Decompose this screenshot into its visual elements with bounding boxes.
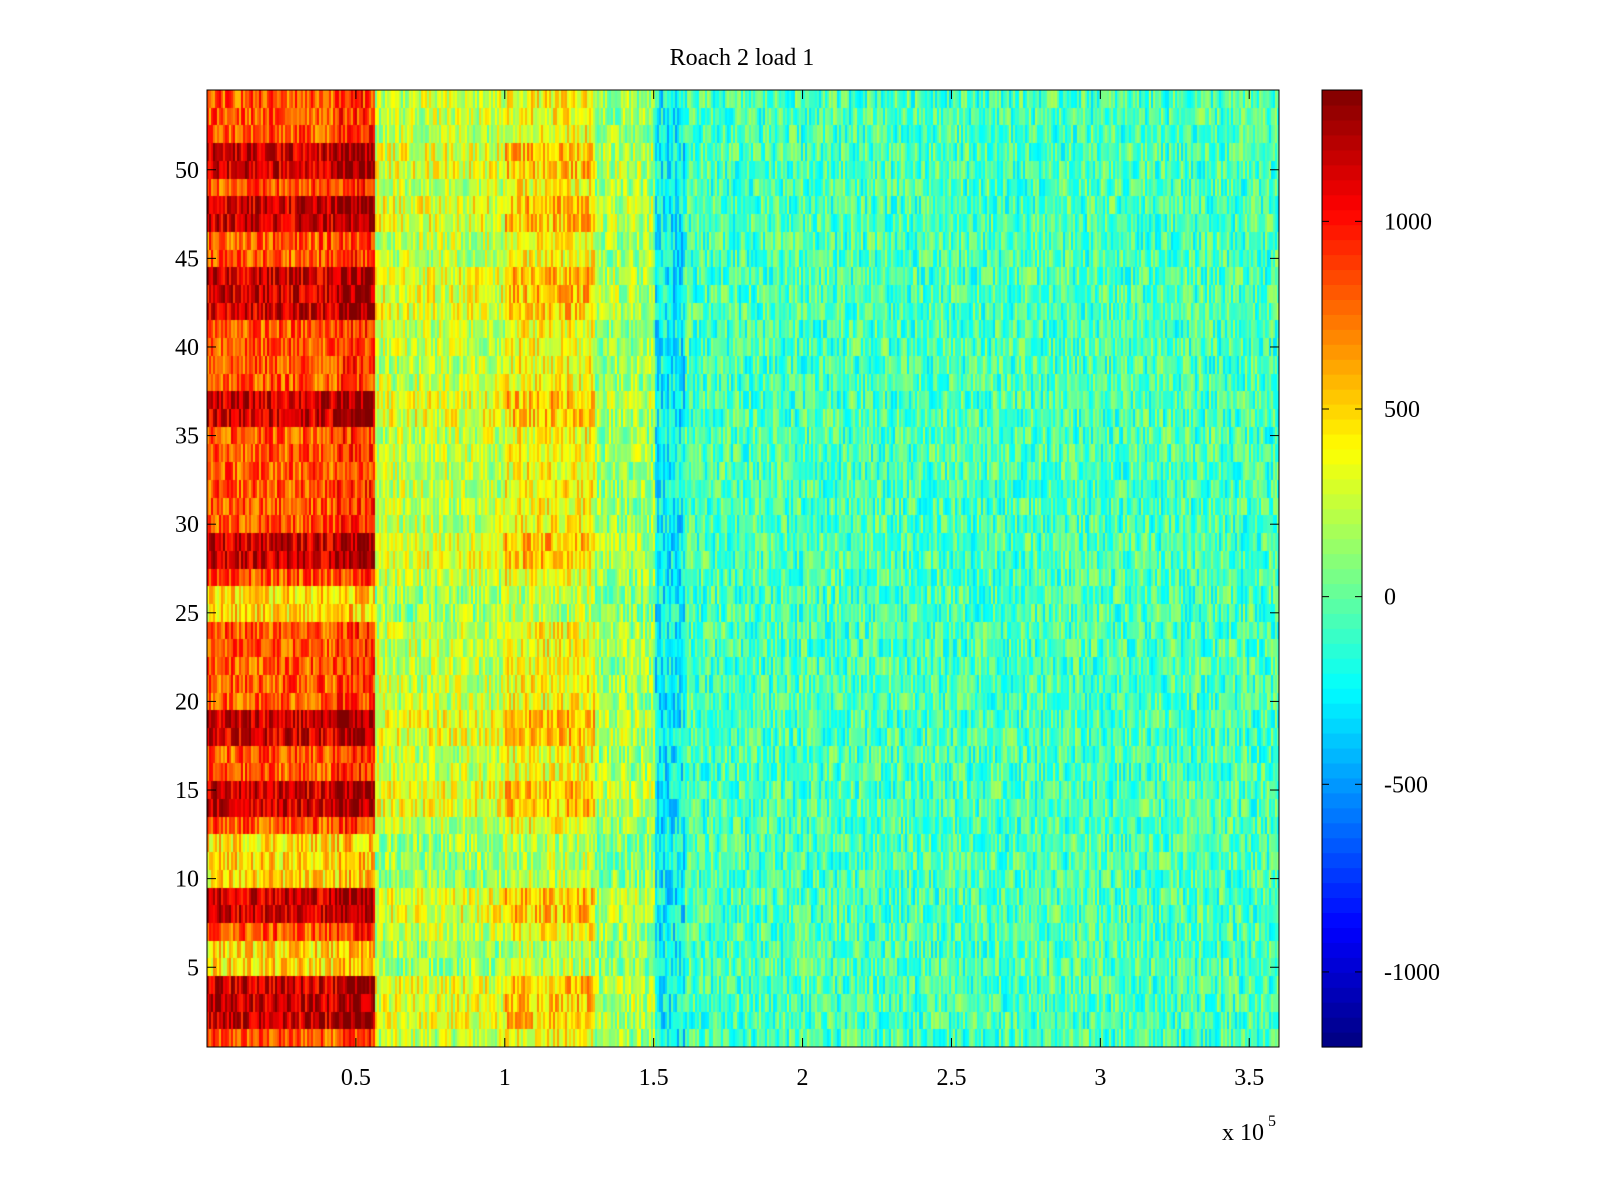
x-exponent-label: x 10 bbox=[1222, 1120, 1264, 1146]
colorbar-step bbox=[1322, 927, 1362, 943]
x-tick-label: 3.5 bbox=[1234, 1065, 1264, 1091]
colorbar-step bbox=[1322, 284, 1362, 300]
y-tick-label: 5 bbox=[187, 955, 199, 981]
colorbar-step bbox=[1322, 254, 1362, 271]
colorbar-step bbox=[1322, 613, 1362, 629]
colorbar-step bbox=[1322, 658, 1362, 674]
colorbar-tick-label: 0 bbox=[1384, 585, 1396, 611]
colorbar: -1000 -500 0 500 1000 bbox=[1322, 90, 1440, 1048]
colorbar-step bbox=[1322, 1032, 1362, 1048]
colorbar-step bbox=[1322, 867, 1362, 884]
x-tick-label: 1.5 bbox=[639, 1065, 669, 1091]
heatmap-plot-area bbox=[207, 90, 1279, 1047]
colorbar-step bbox=[1322, 90, 1362, 106]
colorbar-step bbox=[1322, 404, 1362, 420]
colorbar-step bbox=[1322, 718, 1362, 734]
colorbar-step bbox=[1322, 134, 1362, 151]
colorbar-step bbox=[1322, 418, 1362, 435]
colorbar-tick-label: 1000 bbox=[1384, 209, 1432, 235]
colorbar-step bbox=[1322, 882, 1362, 899]
colorbar-step bbox=[1322, 1002, 1362, 1018]
axis-ticks: 0.5 1 1.5 2 2.5 3 3.5 5 10 15 20 25 30 35 40 45 50 bbox=[175, 90, 1279, 1091]
colorbar-step bbox=[1322, 314, 1362, 330]
colorbar-step bbox=[1322, 688, 1362, 704]
colorbar-step bbox=[1322, 463, 1362, 480]
colorbar-step bbox=[1322, 269, 1362, 285]
colorbar-step bbox=[1322, 149, 1362, 166]
y-tick-label: 20 bbox=[175, 689, 199, 715]
x-tick-label: 2 bbox=[797, 1065, 809, 1091]
colorbar-step bbox=[1322, 598, 1362, 614]
colorbar-step bbox=[1322, 553, 1362, 570]
x-exponent-power: 5 bbox=[1268, 1113, 1276, 1130]
colorbar-step bbox=[1322, 389, 1362, 405]
colorbar-step bbox=[1322, 299, 1362, 315]
colorbar-step bbox=[1322, 987, 1362, 1003]
colorbar-step bbox=[1322, 912, 1362, 928]
colorbar-step bbox=[1322, 508, 1362, 525]
colorbar-step bbox=[1322, 972, 1362, 988]
colorbar-step bbox=[1322, 239, 1362, 256]
colorbar-step bbox=[1322, 852, 1362, 869]
y-tick-label: 35 bbox=[175, 424, 199, 450]
colorbar-step bbox=[1322, 209, 1362, 226]
y-tick-label: 25 bbox=[175, 601, 199, 627]
x-tick-label: 0.5 bbox=[341, 1065, 371, 1091]
y-tick-label: 30 bbox=[175, 512, 199, 538]
colorbar-step bbox=[1322, 344, 1362, 360]
y-tick-label: 15 bbox=[175, 778, 199, 804]
colorbar-step bbox=[1322, 164, 1362, 181]
colorbar-tick-label: -500 bbox=[1384, 772, 1428, 798]
colorbar-step bbox=[1322, 568, 1362, 585]
colorbar-step bbox=[1322, 359, 1362, 375]
colorbar-step bbox=[1322, 703, 1362, 719]
x-tick-label: 2.5 bbox=[936, 1065, 966, 1091]
plot-frame bbox=[206, 89, 1280, 1048]
colorbar-step bbox=[1322, 523, 1362, 540]
heatmap-image bbox=[207, 90, 1279, 1047]
colorbar-step bbox=[1322, 329, 1362, 345]
x-tick-label: 1 bbox=[499, 1065, 511, 1091]
colorbar-step bbox=[1322, 673, 1362, 689]
colorbar-step bbox=[1322, 747, 1362, 764]
colorbar-step bbox=[1322, 1017, 1362, 1033]
colorbar-step bbox=[1322, 104, 1362, 121]
y-tick-label: 10 bbox=[175, 867, 199, 893]
colorbar-step bbox=[1322, 837, 1362, 854]
colorbar-step bbox=[1322, 433, 1362, 450]
colorbar-step bbox=[1322, 194, 1362, 211]
colorbar-step bbox=[1322, 777, 1362, 794]
y-tick-label: 40 bbox=[175, 335, 199, 361]
colorbar-step bbox=[1322, 179, 1362, 196]
colorbar-step bbox=[1322, 224, 1362, 241]
colorbar-step bbox=[1322, 493, 1362, 510]
y-tick-label: 50 bbox=[175, 158, 199, 184]
y-tick-label: 45 bbox=[175, 246, 199, 272]
x-tick-label: 3 bbox=[1094, 1065, 1106, 1091]
colorbar-step bbox=[1322, 374, 1362, 390]
colorbar-step bbox=[1322, 538, 1362, 555]
colorbar-step bbox=[1322, 448, 1362, 465]
colorbar-step bbox=[1322, 822, 1362, 839]
colorbar-step bbox=[1322, 732, 1362, 749]
colorbar-tick-label: 500 bbox=[1384, 397, 1420, 423]
colorbar-step bbox=[1322, 792, 1362, 809]
colorbar-step bbox=[1322, 628, 1362, 644]
colorbar-step bbox=[1322, 119, 1362, 136]
colorbar-frame bbox=[1321, 89, 1363, 1048]
colorbar-step bbox=[1322, 478, 1362, 495]
colorbar-step bbox=[1322, 583, 1362, 600]
colorbar-tick-label: -1000 bbox=[1384, 960, 1440, 986]
colorbar-step bbox=[1322, 643, 1362, 659]
colorbar-step bbox=[1322, 942, 1362, 958]
colorbar-step bbox=[1322, 957, 1362, 973]
colorbar-step bbox=[1322, 807, 1362, 824]
chart-title: Roach 2 load 1 bbox=[670, 45, 815, 71]
colorbar-step bbox=[1322, 897, 1362, 914]
colorbar-step bbox=[1322, 762, 1362, 779]
